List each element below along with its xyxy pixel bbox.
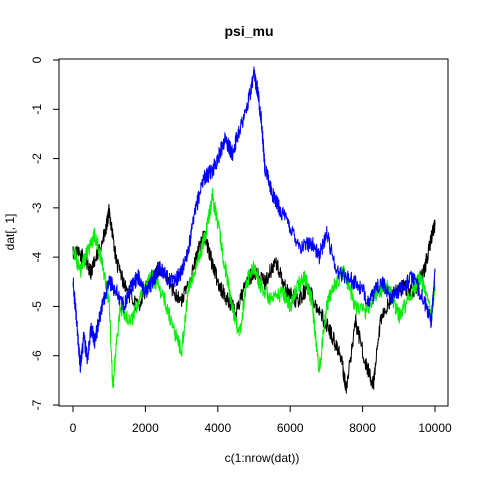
y-tick-label: -5 — [30, 301, 44, 312]
x-axis-label: c(1:nrow(dat)) — [225, 451, 300, 465]
y-tick-label: -7 — [30, 399, 44, 410]
x-tick-label: 2000 — [132, 421, 159, 435]
y-tick-label: -6 — [30, 350, 44, 361]
series-line-3 — [72, 66, 436, 373]
y-tick-label: -1 — [30, 104, 44, 115]
series-line-2 — [72, 188, 436, 389]
series-line-1 — [72, 204, 436, 394]
chart-title: psi_mu — [224, 23, 273, 39]
y-tick-label: -3 — [30, 202, 44, 213]
x-axis: 0 2000 4000 6000 8000 10000 — [70, 405, 452, 435]
x-tick-label: 0 — [70, 421, 77, 435]
y-tick-label: -2 — [30, 153, 44, 164]
y-tick-label: -4 — [30, 251, 44, 262]
x-tick-label: 6000 — [277, 421, 304, 435]
y-axis-label: dat[, 1] — [3, 214, 17, 251]
series-layer — [72, 66, 436, 394]
plot-frame — [58, 58, 449, 407]
x-tick-label: 4000 — [204, 421, 231, 435]
x-tick-label: 10000 — [418, 421, 452, 435]
y-axis: 0 -1 -2 -3 -4 -5 -6 -7 — [30, 56, 60, 410]
y-tick-label: 0 — [30, 56, 44, 63]
x-tick-label: 8000 — [349, 421, 376, 435]
